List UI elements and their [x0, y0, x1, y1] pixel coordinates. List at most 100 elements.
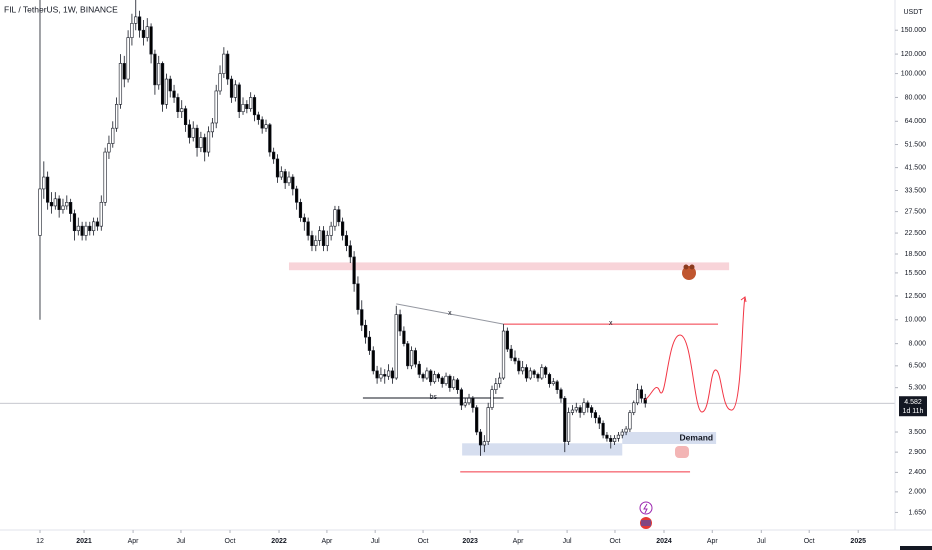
candle-body — [551, 381, 555, 384]
candle-body — [517, 360, 521, 372]
last-price-tag — [899, 396, 927, 417]
candle-body — [325, 235, 329, 246]
y-tick-label: 64.000 — [905, 118, 927, 125]
candle-body — [341, 221, 345, 236]
candle-body — [195, 127, 199, 148]
candle-body — [302, 217, 306, 223]
candle-body — [616, 434, 621, 439]
candle-body — [111, 127, 115, 144]
candle-body — [103, 151, 107, 203]
candle-body — [432, 374, 437, 383]
candle-body — [99, 202, 103, 227]
x-tick-label: Apr — [128, 538, 140, 545]
candle-body — [160, 63, 165, 105]
candle-body — [237, 84, 241, 113]
x-tick-label: 2022 — [271, 538, 287, 545]
candle-body — [394, 314, 398, 379]
candle-body — [605, 434, 609, 439]
candle-body — [578, 407, 582, 413]
candle-body — [210, 122, 214, 133]
x-tick-label: Jul — [371, 538, 380, 545]
candle-body — [252, 97, 257, 116]
candle-body — [498, 377, 502, 384]
y-tick-label: 12.500 — [905, 293, 927, 300]
bear-ear — [689, 264, 695, 270]
y-tick-label: 2.400 — [908, 469, 926, 476]
candle-body — [214, 90, 218, 124]
x-tick-label: Jul — [563, 538, 572, 545]
last-price-label: 4.582 — [904, 399, 922, 406]
candle-body — [402, 330, 406, 344]
y-tick-label: 15.500 — [905, 270, 927, 277]
candle-body — [118, 63, 123, 105]
candle-body — [130, 23, 134, 38]
candle-body — [352, 256, 356, 285]
x-tick-label: Oct — [225, 538, 236, 545]
candle-body — [206, 131, 211, 153]
candle-body — [264, 124, 268, 129]
y-tick-label: 6.500 — [908, 363, 926, 370]
candle-body — [203, 137, 207, 153]
candle-body — [501, 330, 506, 379]
y-tick-label: 8.000 — [908, 340, 926, 347]
candle-body — [226, 53, 230, 80]
candle-body — [505, 330, 509, 350]
x-tick-label: Apr — [513, 538, 525, 545]
plot-area: Demand x x bs — [0, 0, 895, 473]
candle-body — [532, 370, 536, 375]
candle-body — [229, 78, 234, 98]
event-bolt — [643, 503, 648, 514]
candle-body — [287, 176, 291, 184]
level-label: x — [609, 320, 613, 327]
candle-body — [429, 370, 433, 383]
candle-body — [471, 397, 475, 408]
candle-body — [95, 221, 100, 227]
flag-stripes — [641, 520, 651, 526]
candle-body — [563, 397, 567, 442]
y-tick-label: 5.300 — [908, 385, 926, 392]
candle-body — [452, 379, 456, 388]
candle-body — [310, 235, 314, 246]
candle-body — [559, 389, 563, 399]
candle-body — [57, 198, 61, 210]
x-tick-label: Jul — [757, 538, 766, 545]
candle-body — [528, 370, 532, 379]
candle-body — [80, 225, 84, 236]
candle-body — [76, 225, 80, 232]
candle-body — [260, 119, 264, 129]
candle-body — [624, 428, 628, 433]
candle-body — [333, 209, 337, 227]
candle-body — [134, 16, 138, 24]
candle-body — [509, 348, 513, 359]
y-tick-label: 10.000 — [905, 317, 927, 324]
event-icon — [639, 501, 653, 515]
candle-body — [183, 108, 188, 125]
bear-icon — [682, 266, 696, 280]
candle-body — [53, 198, 57, 207]
level-line — [396, 303, 504, 325]
candle-body — [275, 158, 280, 178]
projection-path — [644, 296, 746, 413]
x-tick-label: Apr — [707, 538, 719, 545]
candle-body — [191, 127, 195, 138]
y-tick-label: 18.500 — [905, 251, 927, 258]
candle-body — [555, 381, 559, 390]
candle-body — [187, 124, 191, 138]
candle-body — [137, 16, 142, 31]
candle-body — [597, 417, 601, 424]
candle-body — [425, 370, 429, 379]
y-tick-label: 3.500 — [908, 429, 926, 436]
candle-body — [256, 114, 260, 120]
candle-body — [593, 412, 598, 419]
candle-body — [306, 221, 310, 236]
candle-body — [107, 143, 111, 153]
candle-body — [463, 402, 467, 406]
candle-body — [570, 409, 575, 413]
candle-body — [72, 213, 77, 232]
candle-body — [540, 367, 544, 379]
candle-body — [440, 377, 444, 384]
candle-body — [609, 438, 613, 442]
candle-body — [69, 202, 73, 214]
